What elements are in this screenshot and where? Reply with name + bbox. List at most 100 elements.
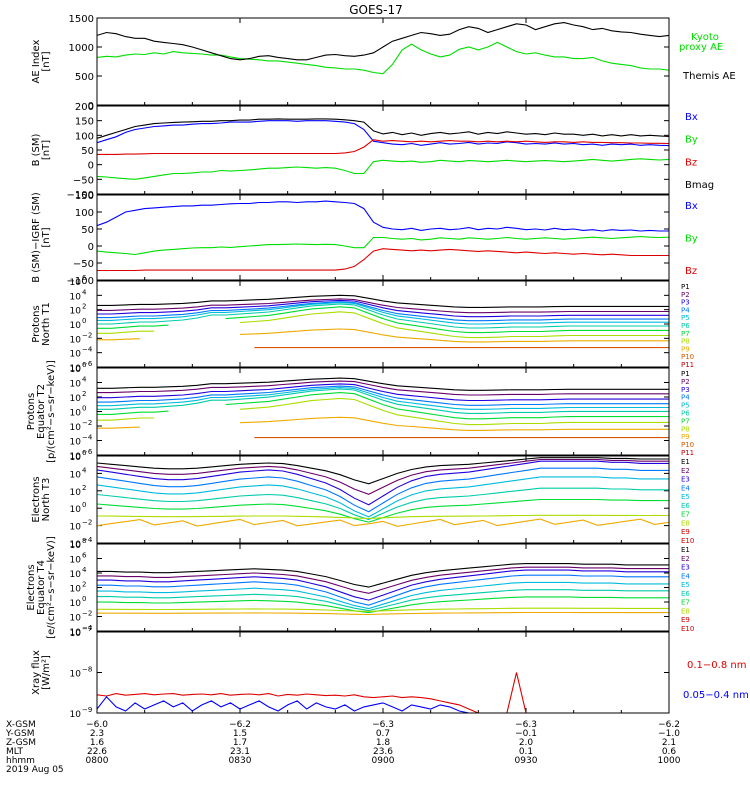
ytick-label: 200 xyxy=(75,102,94,113)
series-0.05−0.4-nm xyxy=(97,695,669,713)
xinfo-row-label: X-GSM xyxy=(6,720,36,730)
ytick-label: 1500 xyxy=(69,14,94,25)
xinfo-value: −1.0 xyxy=(658,729,680,739)
ytick-label: 10 xyxy=(70,438,82,448)
panel-frame xyxy=(96,631,670,714)
series-E2 xyxy=(97,458,669,495)
legend-item: E7 xyxy=(681,511,690,519)
series-E8 xyxy=(97,607,669,612)
legend-item: P10 xyxy=(681,441,694,449)
ytick-exponent: −4 xyxy=(82,624,93,632)
panel-5: Protons Equator T2 [p/(cm²−s−sr−keV)] 10 610… xyxy=(26,360,694,463)
xinfo-row-label: Y-GSM xyxy=(5,729,34,739)
legend-item: P11 xyxy=(681,361,694,369)
legend-item: E6 xyxy=(681,502,690,510)
legend-item: E3 xyxy=(681,476,690,484)
legend-item: P9 xyxy=(681,345,690,353)
date-label: 2019 Aug 05 xyxy=(6,765,64,775)
xinfo-row-label: MLT xyxy=(6,747,24,757)
series-E1 xyxy=(97,563,669,588)
ytick-label: 10 xyxy=(70,540,82,550)
legend-item: E1 xyxy=(681,546,690,554)
ytick-exponent: −2 xyxy=(82,331,92,339)
series-Kyoto-proxy-AE xyxy=(97,41,669,75)
ytick-exponent: 4 xyxy=(82,466,87,474)
ytick-exponent: 0 xyxy=(82,405,86,413)
legend-item: Bx xyxy=(685,201,698,212)
series-By xyxy=(97,235,669,256)
ylabel-3: [nT] xyxy=(41,227,52,247)
legend-item: P5 xyxy=(681,402,690,410)
series-Bz xyxy=(97,248,669,272)
ytick-exponent: −6 xyxy=(82,448,93,456)
ytick-label: 10 xyxy=(70,628,82,638)
ytick-label: 10 xyxy=(70,585,82,595)
xinfo-value: −6.3 xyxy=(372,720,394,730)
legend-item: By xyxy=(685,135,698,146)
ytick-label: 10 xyxy=(70,629,82,639)
ytick-label: 10 xyxy=(70,335,82,345)
legend-item: P6 xyxy=(681,410,690,418)
legend-item: P7 xyxy=(681,330,690,338)
legend-item: 0.05−0.4 nm xyxy=(683,690,749,701)
ytick-label: −100 xyxy=(67,190,94,201)
ytick-exponent: 2 xyxy=(82,303,86,311)
series-E4 xyxy=(97,467,669,513)
ytick-exponent: −2 xyxy=(82,419,92,427)
ylabel-6: Electrons xyxy=(31,476,42,522)
xinfo-value: 23.1 xyxy=(230,747,250,757)
xinfo-value: 1.6 xyxy=(90,738,105,748)
ytick-label: 10 xyxy=(70,470,82,480)
plot-area xyxy=(97,294,669,349)
ytick-label: 100 xyxy=(75,208,94,219)
xinfo-value: 0900 xyxy=(372,756,395,766)
plot-area xyxy=(97,118,669,180)
legend-item: E5 xyxy=(681,581,690,589)
series-P7 xyxy=(97,306,669,334)
series-Bmag xyxy=(97,118,669,139)
plot-area xyxy=(97,672,669,713)
ytick-exponent: −2 xyxy=(82,610,92,618)
xinfo-row-label: hhmm xyxy=(6,756,35,766)
panel-frame xyxy=(96,280,670,368)
xinfo-value: 0830 xyxy=(229,756,252,766)
xinfo-value: 1.7 xyxy=(233,738,247,748)
ytick-label: 10 xyxy=(70,350,82,360)
series-E5 xyxy=(97,581,669,610)
plot-title: GOES-17 xyxy=(349,3,403,17)
legend-item: E8 xyxy=(681,607,690,615)
xinfo-value: 23.6 xyxy=(373,747,393,757)
legend-item: P8 xyxy=(681,338,690,346)
xinfo-value: 2.3 xyxy=(90,729,104,739)
ytick-label: −100 xyxy=(67,276,94,287)
ytick-label: 10 xyxy=(70,670,82,680)
xinfo-value: 1000 xyxy=(658,756,681,766)
panel-8: Xray flux [W/m²]10−710−810 −90.1−0.8 nm0.0… xyxy=(31,625,749,720)
legend-item: proxy AE xyxy=(679,42,723,53)
ytick-label: 50 xyxy=(81,146,94,157)
legend-item: P11 xyxy=(681,449,694,457)
xinfo-value: 22.6 xyxy=(87,747,107,757)
xinfo-value: −6.2 xyxy=(229,720,251,730)
ytick-exponent: 6 xyxy=(82,449,87,457)
panel-frame xyxy=(96,367,670,456)
ylabel-5: [p/(cm²−s−sr−keV)] xyxy=(46,360,57,463)
ytick-exponent: −6 xyxy=(82,360,93,368)
legend-item: P7 xyxy=(681,417,690,425)
ytick-exponent: 4 xyxy=(82,288,87,296)
series-P9 xyxy=(97,328,669,343)
legend-item: P1 xyxy=(681,283,690,291)
legend-item: E2 xyxy=(681,555,690,563)
legend-item: E7 xyxy=(681,599,690,607)
ytick-exponent: 2 xyxy=(82,581,86,589)
legend-item: P3 xyxy=(681,386,690,394)
panel-7: Electrons Equator T4 [e/(cm²−s−sr−keV)] 10 8… xyxy=(26,536,694,639)
series-P1 xyxy=(97,377,669,391)
xinfo-value: −6.3 xyxy=(515,720,537,730)
legend-item: E8 xyxy=(681,519,690,527)
ytick-label: 50 xyxy=(81,225,94,236)
series-Bx xyxy=(97,120,669,147)
series-P3 xyxy=(97,299,669,318)
series-P8 xyxy=(97,311,669,339)
